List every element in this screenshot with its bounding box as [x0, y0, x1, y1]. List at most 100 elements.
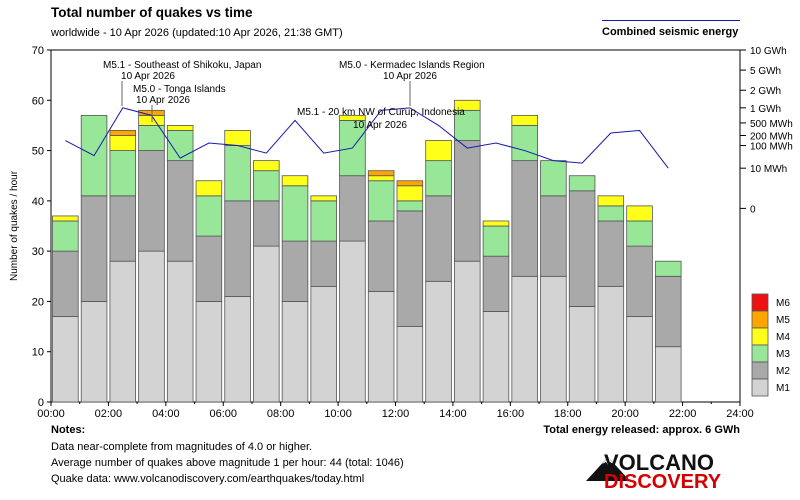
y-tick-label: 40 [32, 196, 44, 208]
event-annotation-date: 10 Apr 2026 [353, 120, 407, 131]
bar-m2 [109, 195, 137, 262]
bar-m4 [253, 160, 280, 172]
event-annotation-date: 10 Apr 2026 [136, 95, 190, 106]
chart-title: Total number of quakes vs time [51, 5, 253, 20]
x-tick-label: 16:00 [497, 408, 525, 420]
energy-tick-label: 10 MWh [750, 164, 787, 175]
legend-label-m4: M4 [776, 332, 790, 343]
bar-m4 [138, 114, 165, 126]
x-tick-label: 04:00 [152, 408, 180, 420]
x-tick-label: 08:00 [267, 408, 295, 420]
bar-m2 [52, 250, 79, 317]
bar-m4 [310, 195, 337, 202]
bar-m4 [626, 205, 653, 222]
total-energy: Total energy released: approx. 6 GWh [543, 424, 740, 436]
bar-m2 [195, 235, 223, 302]
y-tick-label: 60 [32, 95, 44, 107]
bar-m3 [310, 200, 337, 242]
legend-label-m5: M5 [776, 315, 790, 326]
bar-m4 [195, 180, 223, 197]
bar-m3 [367, 180, 395, 222]
bar-m1 [597, 285, 625, 403]
bar-m1 [138, 250, 165, 403]
bar-m2 [224, 200, 251, 297]
x-tick-label: 06:00 [209, 408, 237, 420]
bar-m3 [281, 185, 309, 242]
bar-m2 [339, 175, 366, 242]
bar-m3 [511, 125, 538, 162]
bar-m4 [511, 114, 538, 126]
bar-m4 [454, 99, 481, 111]
bar-m3 [540, 160, 567, 197]
energy-legend-label: Combined seismic energy [602, 26, 739, 38]
bar-m1 [626, 316, 653, 403]
bar-m1 [511, 275, 538, 403]
bar-m1 [482, 311, 510, 403]
event-annotation-title: M5.0 - Tonga Islands [133, 84, 226, 95]
bar-m1 [654, 346, 682, 403]
bar-m3 [195, 195, 223, 237]
bar-m5 [109, 130, 137, 136]
bar-m1 [52, 316, 79, 403]
energy-tick-label: 500 MWh [750, 119, 793, 130]
legend-swatch-m3 [751, 344, 769, 363]
x-tick-label: 02:00 [95, 408, 123, 420]
x-tick-label: 12:00 [382, 408, 410, 420]
y-axis-title: Number of quakes / hour [9, 170, 20, 281]
bar-m1 [166, 260, 194, 403]
legend-label-m2: M2 [776, 366, 790, 377]
note-line: Average number of quakes above magnitude… [51, 457, 404, 469]
bar-m4 [109, 135, 137, 151]
legend-label-m1: M1 [776, 383, 790, 394]
notes-title: Notes: [51, 424, 86, 436]
bar-m3 [253, 170, 280, 202]
energy-tick-label: 0 [750, 204, 756, 215]
bar-m2 [425, 195, 452, 282]
event-annotation-date: 10 Apr 2026 [121, 71, 175, 82]
x-tick-label: 10:00 [324, 408, 352, 420]
logo-word-discovery: DISCOVERY [604, 471, 722, 488]
y-tick-label: 0 [38, 397, 44, 409]
x-tick-label: 00:00 [37, 408, 65, 420]
y-tick-label: 50 [32, 146, 44, 158]
bar-m5 [396, 180, 424, 187]
energy-tick-label: 5 GWh [750, 66, 781, 77]
energy-line [65, 107, 669, 169]
bar-m4 [166, 125, 194, 131]
bar-m4 [396, 185, 424, 202]
bar-m3 [224, 145, 251, 202]
x-tick-label: 18:00 [554, 408, 582, 420]
bar-m3 [568, 175, 596, 192]
legend-swatch-m1 [751, 378, 769, 397]
bar-m4 [597, 195, 625, 207]
volcano-logo-icon [586, 457, 630, 481]
bar-m1 [425, 280, 452, 403]
bar-m1 [454, 260, 481, 403]
bar-m1 [281, 301, 309, 403]
bar-m3 [626, 220, 653, 247]
bar-m3 [482, 225, 510, 257]
energy-legend-line [602, 20, 740, 21]
bar-m4 [339, 114, 366, 121]
bar-m3 [454, 109, 481, 141]
bar-m2 [568, 190, 596, 307]
legend-swatch-m5 [751, 310, 769, 329]
bar-m2 [253, 200, 280, 247]
bar-m2 [310, 240, 337, 287]
logo-word-volcano: VOLCANO [604, 450, 714, 475]
bar-m2 [482, 255, 510, 312]
bar-m5 [367, 170, 395, 177]
y-tick-label: 20 [32, 296, 44, 308]
energy-tick-label: 10 GWh [750, 46, 787, 57]
legend-label-m6: M6 [776, 298, 790, 309]
bar-m3 [654, 260, 682, 277]
bar-m1 [568, 306, 596, 403]
energy-tick-label: 1 GWh [750, 104, 781, 115]
chart-subtitle: worldwide - 10 Apr 2026 (updated:10 Apr … [51, 27, 343, 39]
legend-swatch-m2 [751, 361, 769, 380]
y-tick-label: 10 [32, 347, 44, 359]
event-annotation-date: 10 Apr 2026 [383, 71, 437, 82]
bar-m3 [597, 205, 625, 222]
bar-m2 [80, 195, 108, 302]
